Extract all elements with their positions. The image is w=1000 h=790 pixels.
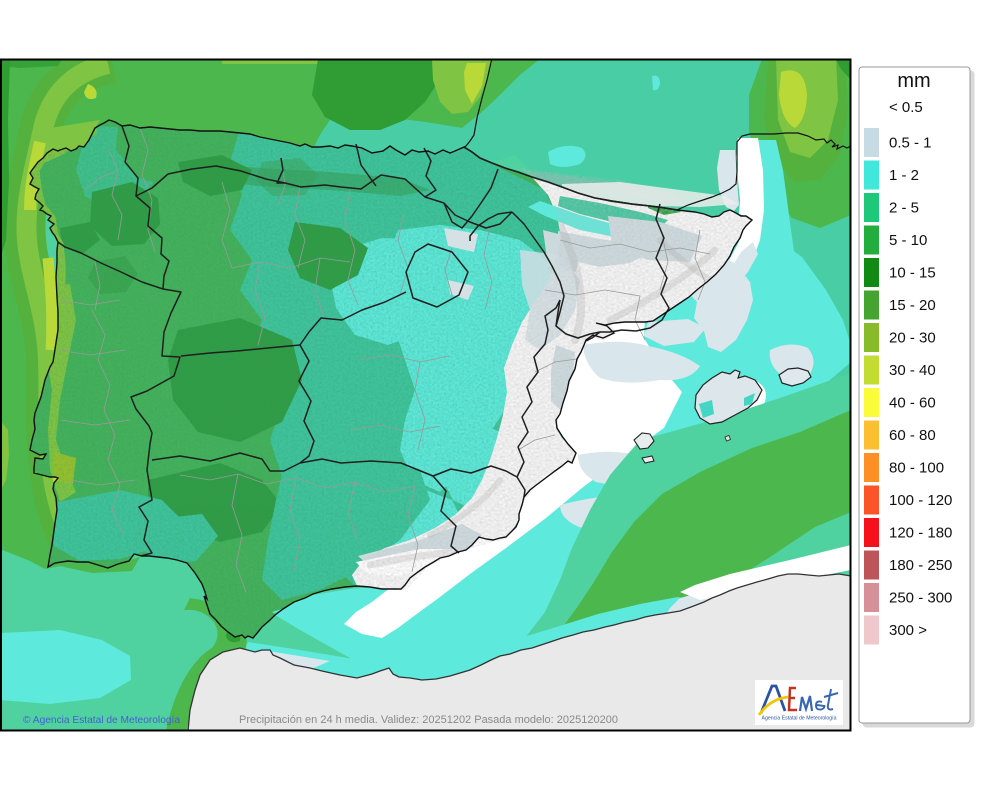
svg-text:Agencia Estatal de Meteorologí: Agencia Estatal de Meteorología	[762, 716, 837, 722]
svg-text:2 - 5: 2 - 5	[889, 200, 919, 217]
svg-text:60 - 80: 60 - 80	[889, 427, 936, 444]
svg-text:0.5 - 1: 0.5 - 1	[889, 135, 932, 152]
svg-text:mm: mm	[897, 70, 930, 92]
svg-text:30 - 40: 30 - 40	[889, 362, 936, 379]
svg-text:250 - 300: 250 - 300	[889, 590, 952, 607]
svg-text:20 - 30: 20 - 30	[889, 330, 936, 347]
svg-text:1 - 2: 1 - 2	[889, 167, 919, 184]
svg-text:5 - 10: 5 - 10	[889, 232, 927, 249]
svg-text:40 - 60: 40 - 60	[889, 395, 936, 412]
svg-text:100 - 120: 100 - 120	[889, 492, 952, 509]
svg-text:300 >: 300 >	[889, 622, 927, 639]
svg-text:180 - 250: 180 - 250	[889, 557, 952, 574]
svg-text:© Agencia Estatal de Meteorolo: © Agencia Estatal de Meteorología	[23, 715, 180, 726]
svg-text:80 - 100: 80 - 100	[889, 460, 944, 477]
svg-text:120 - 180: 120 - 180	[889, 525, 952, 542]
svg-text:10 - 15: 10 - 15	[889, 265, 936, 282]
svg-text:15 - 20: 15 - 20	[889, 297, 936, 314]
svg-text:< 0.5: < 0.5	[889, 99, 923, 116]
svg-text:Precipitación en 24 h media. V: Precipitación en 24 h media. Validez: 20…	[239, 714, 618, 726]
